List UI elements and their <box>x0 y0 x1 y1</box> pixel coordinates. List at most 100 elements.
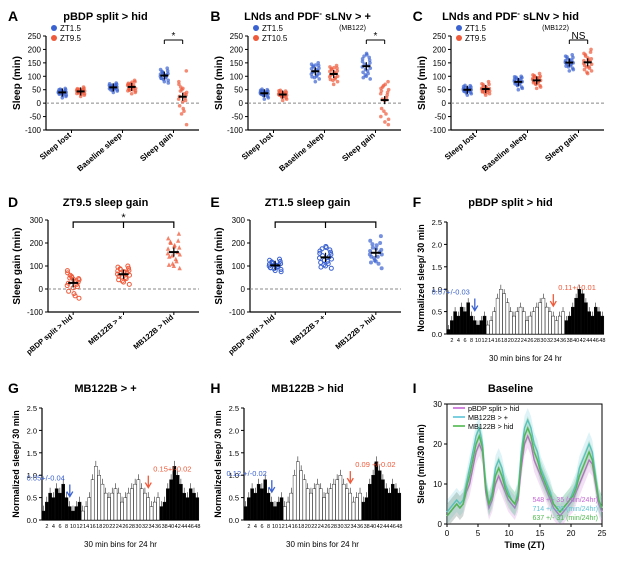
svg-text:42: 42 <box>579 338 585 344</box>
panel-G: GMB122B > +0.00.51.01.52.02.5Normalized … <box>8 380 204 560</box>
panel-letter: C <box>413 8 423 24</box>
svg-text:pBDP split > hid: pBDP split > hid <box>468 197 552 209</box>
panel-B: BLNds and PDF- sLNv > +(MB122)-100-50050… <box>210 8 406 188</box>
panel-E: EZT1.5 sleep gain-1000100200300Sleep gai… <box>210 194 406 374</box>
svg-text:200: 200 <box>232 239 246 248</box>
svg-text:-50: -50 <box>29 113 41 122</box>
svg-text:8: 8 <box>65 524 68 530</box>
svg-text:Baseline sleep: Baseline sleep <box>480 131 528 174</box>
svg-text:Baseline sleep: Baseline sleep <box>278 131 326 174</box>
svg-text:36: 36 <box>155 524 161 530</box>
svg-text:-50: -50 <box>232 113 244 122</box>
svg-text:1.5: 1.5 <box>27 449 37 458</box>
svg-text:1.5: 1.5 <box>229 449 239 458</box>
panel-letter: I <box>413 380 417 396</box>
svg-text:46: 46 <box>592 338 598 344</box>
svg-text:ZT1.5 sleep gain: ZT1.5 sleep gain <box>265 197 351 209</box>
svg-text:MB122B > +: MB122B > + <box>468 413 508 422</box>
svg-text:Sleep gain (min): Sleep gain (min) <box>12 227 23 304</box>
svg-text:MB122B > hid: MB122B > hid <box>131 312 175 351</box>
svg-text:150: 150 <box>230 59 244 68</box>
svg-text:20: 20 <box>507 338 513 344</box>
svg-text:6: 6 <box>261 524 264 530</box>
svg-text:-50: -50 <box>434 113 446 122</box>
svg-text:36: 36 <box>357 524 363 530</box>
svg-text:-100: -100 <box>229 308 246 317</box>
svg-text:44: 44 <box>384 524 390 530</box>
svg-text:Sleep gain: Sleep gain <box>341 131 378 164</box>
svg-text:MB122B > +: MB122B > + <box>74 383 136 395</box>
panel-H: HMB122B > hid0.00.51.01.52.02.5Normalize… <box>210 380 406 560</box>
svg-text:300: 300 <box>30 216 44 225</box>
svg-text:2.5: 2.5 <box>27 404 37 413</box>
svg-text:6: 6 <box>463 338 466 344</box>
svg-text:36: 36 <box>560 338 566 344</box>
svg-text:Baseline: Baseline <box>488 383 533 395</box>
svg-text:pBDP split > hid: pBDP split > hid <box>63 11 147 23</box>
svg-text:2: 2 <box>45 524 48 530</box>
svg-text:15: 15 <box>535 529 544 538</box>
svg-text:Sleep lost: Sleep lost <box>38 130 73 161</box>
svg-text:Sleep (min): Sleep (min) <box>214 56 225 110</box>
svg-text:24: 24 <box>520 338 526 344</box>
svg-text:Normalized sleep/ 30 min: Normalized sleep/ 30 min <box>11 410 21 518</box>
svg-text:Sleep gain (min): Sleep gain (min) <box>214 227 225 304</box>
svg-text:Normalized sleep/ 30 min: Normalized sleep/ 30 min <box>416 224 426 332</box>
svg-text:MB122B > hid: MB122B > hid <box>468 422 513 431</box>
svg-text:(MB122): (MB122) <box>339 25 366 32</box>
svg-text:42: 42 <box>377 524 383 530</box>
svg-text:250: 250 <box>432 32 446 41</box>
svg-text:6: 6 <box>58 524 61 530</box>
svg-text:16: 16 <box>292 524 298 530</box>
svg-text:0: 0 <box>441 99 446 108</box>
svg-text:46: 46 <box>188 524 194 530</box>
svg-text:40: 40 <box>573 338 579 344</box>
svg-text:200: 200 <box>230 45 244 54</box>
svg-text:28: 28 <box>129 524 135 530</box>
svg-text:4: 4 <box>254 524 257 530</box>
svg-text:pBDP split > hid: pBDP split > hid <box>25 312 75 356</box>
svg-text:250: 250 <box>28 32 42 41</box>
svg-text:ZT1.5: ZT1.5 <box>262 24 283 33</box>
svg-text:*: * <box>374 31 378 42</box>
svg-text:Sleep (min/30 min): Sleep (min/30 min) <box>416 424 426 504</box>
svg-text:10: 10 <box>70 524 76 530</box>
svg-text:8: 8 <box>267 524 270 530</box>
svg-text:32: 32 <box>344 524 350 530</box>
svg-text:0.05+/-0.04: 0.05+/-0.04 <box>27 474 65 483</box>
svg-text:MB122B > hid: MB122B > hid <box>272 383 344 395</box>
svg-text:-100: -100 <box>27 308 44 317</box>
svg-text:100: 100 <box>232 262 246 271</box>
svg-text:28: 28 <box>331 524 337 530</box>
svg-text:2.5: 2.5 <box>431 218 441 227</box>
svg-text:10: 10 <box>504 529 513 538</box>
svg-text:30: 30 <box>540 338 546 344</box>
svg-text:2.0: 2.0 <box>229 426 239 435</box>
panel-letter: G <box>8 380 19 396</box>
panel-F: FpBDP split > hid0.00.51.01.52.02.5Norma… <box>413 194 609 374</box>
svg-text:200: 200 <box>432 45 446 54</box>
svg-text:*: * <box>121 212 126 224</box>
svg-text:100: 100 <box>30 262 44 271</box>
svg-text:30 min bins for 24 hr: 30 min bins for 24 hr <box>84 540 157 549</box>
svg-text:2.5: 2.5 <box>229 404 239 413</box>
svg-text:0.07+/-0.03: 0.07+/-0.03 <box>431 288 469 297</box>
svg-text:50: 50 <box>437 86 446 95</box>
svg-text:548 +/- 35 (min/24hr): 548 +/- 35 (min/24hr) <box>532 497 598 504</box>
svg-text:20: 20 <box>103 524 109 530</box>
svg-text:40: 40 <box>370 524 376 530</box>
svg-text:12: 12 <box>77 524 83 530</box>
svg-text:Sleep lost: Sleep lost <box>443 130 478 161</box>
svg-text:pBDP split > hid: pBDP split > hid <box>227 312 277 356</box>
svg-text:22: 22 <box>514 338 520 344</box>
svg-text:30: 30 <box>433 400 442 409</box>
svg-text:-100: -100 <box>430 126 447 135</box>
svg-text:38: 38 <box>364 524 370 530</box>
svg-text:44: 44 <box>586 338 592 344</box>
svg-text:22: 22 <box>312 524 318 530</box>
svg-text:48: 48 <box>194 524 200 530</box>
svg-text:*: * <box>172 31 176 42</box>
svg-text:50: 50 <box>234 86 243 95</box>
svg-text:12: 12 <box>279 524 285 530</box>
svg-text:100: 100 <box>432 72 446 81</box>
